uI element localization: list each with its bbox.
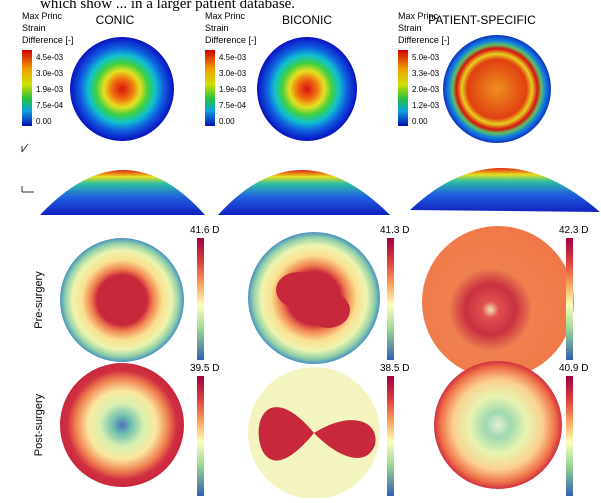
colorbar-max: 41.6 D — [190, 225, 219, 236]
topography-map — [60, 363, 184, 487]
legend-colorbar — [22, 50, 32, 126]
legend-tick: 3.0e-03 — [219, 69, 247, 78]
legend-tick: 4.5e-03 — [36, 53, 64, 62]
legend-tick: 0.00 — [412, 117, 428, 126]
caption: which show ... in a larger patient datab… — [40, 0, 295, 12]
topography-lobe — [306, 292, 350, 328]
colorbar — [387, 238, 394, 360]
legend-tick: 0.00 — [219, 117, 235, 126]
legend-tick: 4.5e-03 — [219, 53, 247, 62]
colorbar — [197, 376, 204, 496]
colorbar — [566, 238, 573, 360]
legend-title: Difference [-] — [398, 35, 449, 45]
row-label: Post-surgery — [33, 393, 45, 456]
side-view — [40, 170, 205, 215]
legend-tick: 5.0e-03 — [412, 53, 440, 62]
row-label: Pre-surgery — [33, 271, 45, 329]
colorbar-max: 42.3 D — [559, 225, 588, 236]
colorbar — [387, 376, 394, 496]
panel-title: PATIENT-SPECIFIC — [428, 13, 536, 27]
legend-title: Max Princ — [205, 11, 246, 21]
strain-map — [70, 37, 174, 141]
topography-map — [434, 361, 562, 489]
legend-title: Strain — [22, 23, 46, 33]
colorbar-max: 40.9 D — [559, 363, 588, 374]
colorbar — [566, 376, 573, 496]
legend-tick: 2.0e-03 — [412, 85, 440, 94]
colorbar-max: 38.5 D — [380, 363, 409, 374]
legend-title: Max Princ — [398, 11, 439, 21]
colorbar-max: 41.3 D — [380, 225, 409, 236]
legend-colorbar — [398, 50, 408, 126]
topography-map — [422, 226, 574, 378]
legend-title: Difference [-] — [22, 35, 73, 45]
topography-map — [60, 238, 184, 362]
colorbar — [197, 238, 204, 360]
legend-tick: 1.9e-03 — [36, 85, 64, 94]
legend-tick: 1.2e-03 — [412, 101, 440, 110]
legend-tick: 3.0e-03 — [36, 69, 64, 78]
axis-triad — [22, 144, 34, 192]
legend-tick: 7.5e-04 — [219, 101, 247, 110]
figure: which show ... in a larger patient datab… — [0, 0, 601, 498]
legend-title: Strain — [205, 23, 229, 33]
legend-title: Strain — [398, 23, 422, 33]
strain-map — [443, 35, 551, 143]
legend-title: Difference [-] — [205, 35, 256, 45]
colorbar-max: 39.5 D — [190, 363, 219, 374]
panel-title: CONIC — [96, 13, 135, 27]
legend-tick: 1.9e-03 — [219, 85, 247, 94]
legend-tick: 0.00 — [36, 117, 52, 126]
panel-title: BICONIC — [282, 13, 332, 27]
legend-title: Max Princ — [22, 11, 63, 21]
legend-tick: 3.3e-03 — [412, 69, 440, 78]
legend-colorbar — [205, 50, 215, 126]
side-view — [410, 168, 600, 212]
strain-map — [257, 37, 357, 141]
legend-tick: 7.5e-04 — [36, 101, 64, 110]
side-view — [218, 170, 390, 215]
